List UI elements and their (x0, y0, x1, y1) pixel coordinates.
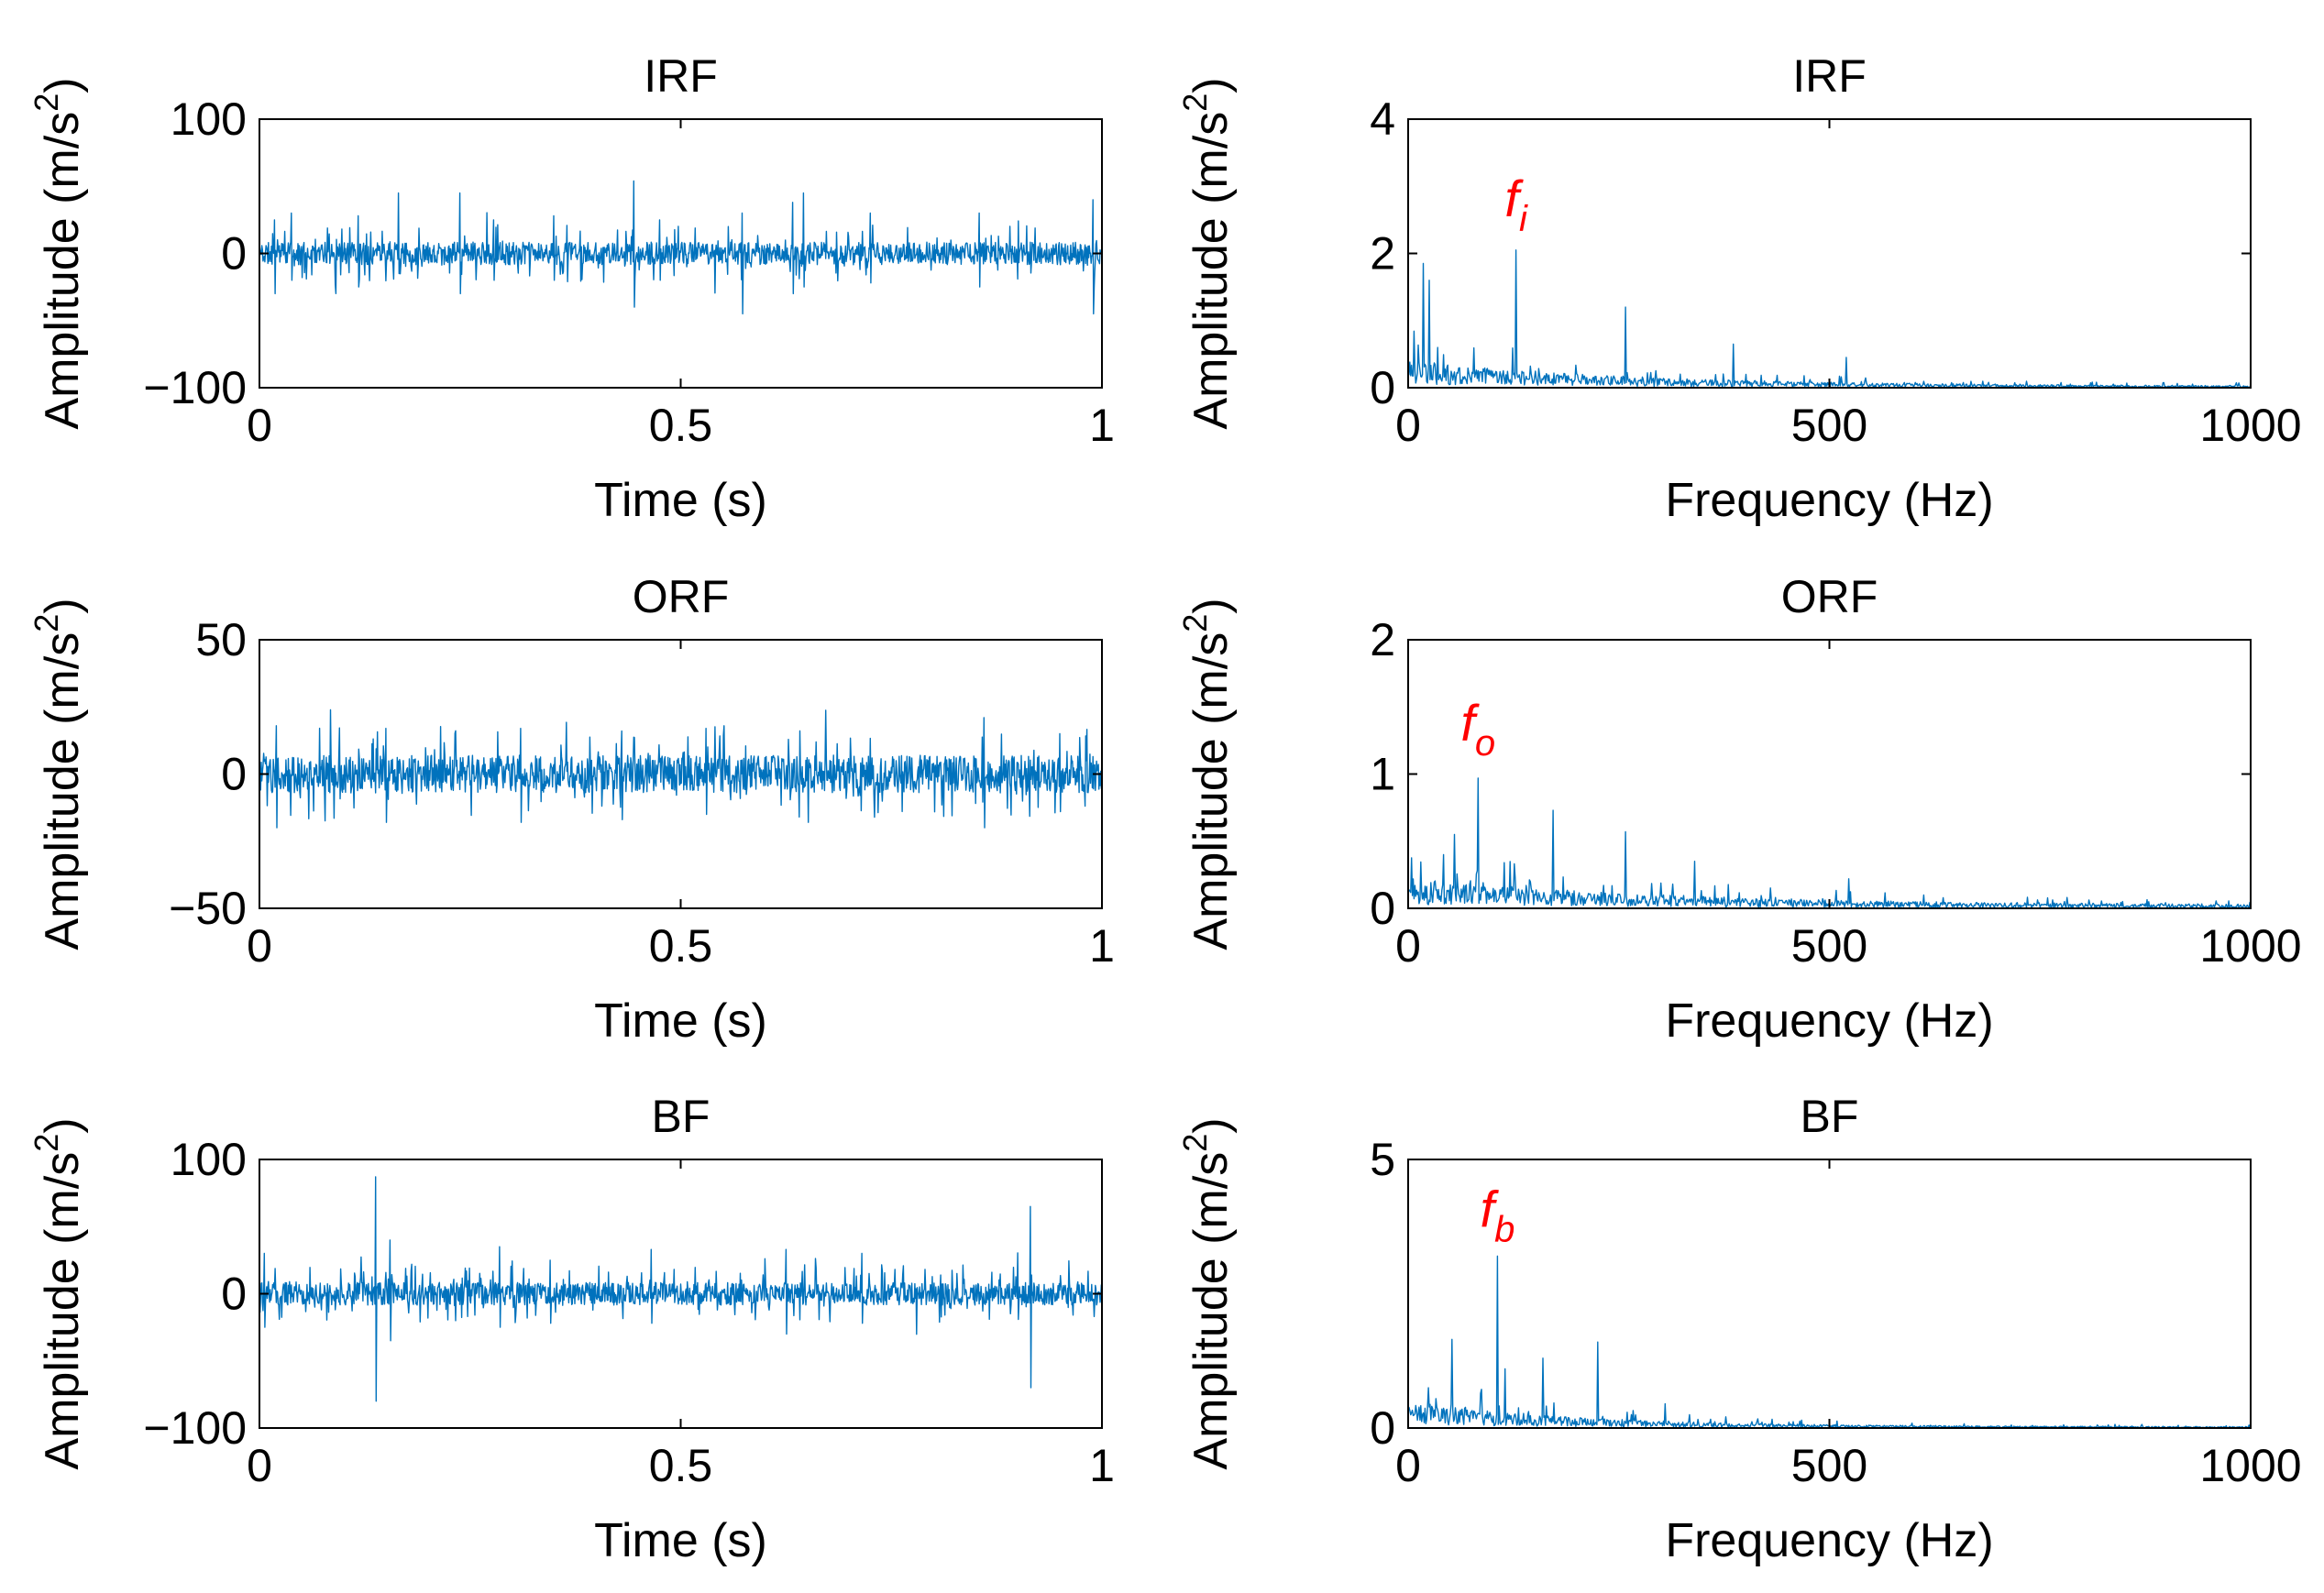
chart-title: ORF (1781, 571, 1878, 622)
peak-annotation: fi (1504, 170, 1528, 239)
y-tick-label: 0 (221, 228, 247, 280)
x-tick-label: 0 (247, 1440, 272, 1491)
y-axis-label: Amplitude (m/s2) (1176, 598, 1238, 950)
y-tick-label: −50 (169, 883, 247, 934)
x-tick-label: 500 (1791, 920, 1867, 972)
x-tick-label: 0 (1395, 920, 1421, 972)
peak-annotation-subscript: b (1494, 1209, 1514, 1249)
series-line (1407, 777, 2252, 909)
series-line (259, 709, 1103, 829)
x-tick-label: 0 (1395, 400, 1421, 451)
peak-annotation: fb (1481, 1180, 1515, 1249)
series-line (259, 1176, 1103, 1402)
y-axis-label: Amplitude (m/s2) (1176, 1117, 1238, 1469)
y-axis-label-close: ) (1184, 1117, 1238, 1133)
y-tick-label: 100 (171, 1134, 247, 1185)
y-axis-label-superscript: 2 (1176, 1134, 1214, 1152)
y-axis-label-superscript: 2 (28, 614, 65, 632)
y-axis-label-main: Amplitude (m/s (36, 632, 89, 950)
y-tick-label: 0 (1370, 362, 1395, 413)
y-tick-label: 0 (1370, 883, 1395, 934)
y-axis-label-main: Amplitude (m/s (36, 112, 89, 430)
x-axis-label: Frequency (Hz) (1665, 1514, 1993, 1567)
chart-title: ORF (633, 571, 730, 622)
peak-annotation: fo (1460, 694, 1495, 764)
x-tick-label: 1 (1089, 920, 1115, 972)
x-axis-label: Frequency (Hz) (1665, 474, 1993, 527)
x-tick-label: 1000 (2199, 920, 2301, 972)
y-axis-label-superscript: 2 (28, 93, 65, 112)
x-axis-label: Frequency (Hz) (1665, 994, 1993, 1048)
y-tick-label: 4 (1370, 93, 1395, 145)
series-line (1407, 1255, 2252, 1429)
x-tick-label: 0 (247, 400, 272, 451)
y-axis-label-main: Amplitude (m/s (1184, 632, 1238, 950)
x-tick-label: 0.5 (649, 920, 713, 972)
y-axis-label-superscript: 2 (28, 1134, 65, 1152)
y-tick-label: 1 (1370, 749, 1395, 800)
x-axis-label: Time (s) (594, 474, 767, 527)
y-axis-label-close: ) (1184, 77, 1238, 93)
x-tick-label: 0.5 (649, 400, 713, 451)
axes-box (1407, 639, 2252, 909)
y-axis-label-superscript: 2 (1176, 93, 1214, 112)
y-tick-label: 50 (195, 614, 247, 665)
x-tick-label: 1 (1089, 1440, 1115, 1491)
y-tick-label: −100 (143, 362, 247, 413)
y-axis-label-main: Amplitude (m/s (36, 1152, 89, 1470)
y-axis-label: Amplitude (m/s2) (28, 1117, 89, 1469)
y-tick-label: 5 (1370, 1134, 1395, 1185)
axes-box (1407, 118, 2252, 389)
chart-title: IRF (644, 50, 718, 102)
series-line (259, 180, 1103, 315)
x-tick-label: 0 (1395, 1440, 1421, 1491)
y-axis-label-close: ) (1184, 598, 1238, 613)
y-tick-label: 0 (221, 1269, 247, 1320)
chart-panel-6: BF 0 500 1000 0 5 Frequency (Hz) Amplitude (m/s… (1176, 1091, 2302, 1567)
y-axis-label: Amplitude (m/s2) (1176, 77, 1238, 429)
y-tick-label: 0 (1370, 1402, 1395, 1454)
y-axis-label-main: Amplitude (m/s (1184, 112, 1238, 430)
x-tick-label: 500 (1791, 1440, 1867, 1491)
y-axis-label-close: ) (36, 1117, 89, 1133)
x-tick-label: 1000 (2199, 400, 2301, 451)
x-tick-label: 0.5 (649, 1440, 713, 1491)
peak-annotation-subscript: i (1519, 199, 1528, 239)
x-tick-label: 1000 (2199, 1440, 2301, 1491)
axes-box (1407, 1159, 2252, 1429)
y-tick-label: 2 (1370, 228, 1395, 280)
y-tick-label: 0 (221, 749, 247, 800)
y-tick-label: 2 (1370, 614, 1395, 665)
chart-title: IRF (1792, 50, 1867, 102)
x-tick-label: 1 (1089, 400, 1115, 451)
x-axis-label: Time (s) (594, 1514, 767, 1567)
chart-panel-4: ORF 0 500 1000 0 1 2 Frequency (Hz) Amplitude (m… (1176, 571, 2302, 1048)
y-axis-label-close: ) (36, 77, 89, 93)
x-tick-label: 500 (1791, 400, 1867, 451)
y-tick-label: −100 (143, 1402, 247, 1454)
chart-panel-2: IRF 0 500 1000 0 2 4 Frequency (Hz) Amplitude (m… (1176, 50, 2302, 527)
y-axis-label: Amplitude (m/s2) (28, 598, 89, 950)
y-axis-label: Amplitude (m/s2) (28, 77, 89, 429)
y-tick-label: 100 (171, 93, 247, 145)
chart-title: BF (652, 1091, 710, 1142)
y-axis-label-superscript: 2 (1176, 614, 1214, 632)
x-tick-label: 0 (247, 920, 272, 972)
x-axis-label: Time (s) (594, 994, 767, 1048)
series-line (1407, 249, 2252, 389)
y-axis-label-close: ) (36, 598, 89, 613)
peak-annotation-subscript: o (1475, 723, 1495, 764)
y-axis-label-main: Amplitude (m/s (1184, 1152, 1238, 1470)
chart-title: BF (1801, 1091, 1859, 1142)
